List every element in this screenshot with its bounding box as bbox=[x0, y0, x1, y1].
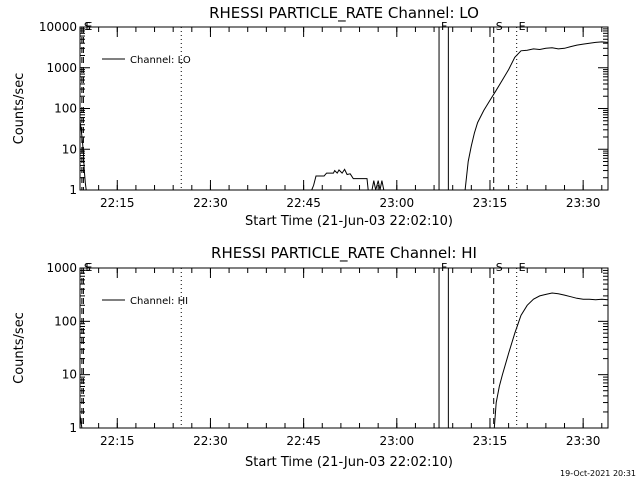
x-tick-label: 23:15 bbox=[473, 196, 508, 210]
event-marker-label: E bbox=[519, 261, 526, 274]
x-tick-label: 22:30 bbox=[193, 434, 228, 448]
series-line-lo-2 bbox=[371, 180, 385, 190]
chart-panel-hi: RHESSI PARTICLE_RATE Channel: HI 1 10 100 10… bbox=[12, 244, 609, 470]
plot-frame-lo bbox=[79, 26, 609, 191]
series-line-lo-3 bbox=[464, 41, 608, 190]
legend-label-hi: Channel: HI bbox=[130, 296, 188, 307]
x-tick-label: 22:30 bbox=[193, 196, 228, 210]
y-tick-label: 1000 bbox=[46, 61, 77, 75]
series-line-hi-1 bbox=[493, 292, 608, 428]
x-tick-label: 22:45 bbox=[286, 434, 321, 448]
legend-label-lo: Channel: LO bbox=[130, 55, 191, 66]
event-marker-label: S bbox=[496, 20, 503, 33]
x-tick-label: 23:15 bbox=[473, 434, 508, 448]
x-axis-label-lo: Start Time (21-Jun-03 22:02:10) bbox=[245, 214, 453, 229]
chart-title-lo: RHESSI PARTICLE_RATE Channel: LO bbox=[209, 4, 479, 23]
series-line-lo-0 bbox=[80, 120, 87, 190]
event-marker-label: E bbox=[85, 20, 92, 33]
event-marker-label: E bbox=[85, 261, 92, 274]
footer-timestamp: 19-Oct-2021 20:31 bbox=[560, 469, 636, 478]
y-tick-label: 1 bbox=[69, 421, 77, 435]
y-tick-label: 10 bbox=[62, 142, 77, 156]
x-tick-label: 22:45 bbox=[286, 196, 321, 210]
plot-frame-hi bbox=[79, 267, 609, 429]
series-line-hi-0 bbox=[80, 414, 83, 428]
x-tick-label: 22:15 bbox=[100, 196, 135, 210]
series-line-lo-1 bbox=[311, 168, 369, 190]
event-marker-label: F bbox=[441, 261, 447, 274]
x-tick-label: 23:00 bbox=[380, 434, 415, 448]
y-tick-label: 100 bbox=[54, 314, 77, 328]
chart-title-hi: RHESSI PARTICLE_RATE Channel: HI bbox=[211, 244, 477, 263]
event-marker-label: F bbox=[441, 20, 447, 33]
y-tick-label: 1 bbox=[69, 183, 77, 197]
x-tick-label: 22:15 bbox=[100, 434, 135, 448]
chart-panel-lo: RHESSI PARTICLE_RATE Channel: LO 1 10 100 10… bbox=[12, 4, 609, 229]
y-tick-label: 1000 bbox=[46, 261, 77, 275]
y-axis-label-lo: Counts/sec bbox=[12, 73, 27, 145]
event-marker-label: E bbox=[519, 20, 526, 33]
x-axis-label-hi: Start Time (21-Jun-03 22:02:10) bbox=[245, 455, 453, 470]
y-axis-label-hi: Counts/sec bbox=[12, 312, 27, 384]
x-tick-label: 23:00 bbox=[380, 196, 415, 210]
x-tick-label: 23:30 bbox=[566, 196, 601, 210]
event-marker-label: S bbox=[496, 261, 503, 274]
y-tick-label: 10000 bbox=[39, 20, 77, 34]
y-tick-label: 10 bbox=[62, 368, 77, 382]
x-tick-label: 23:30 bbox=[566, 434, 601, 448]
event-marker-label: S bbox=[84, 261, 91, 274]
y-tick-label: 100 bbox=[54, 102, 77, 116]
event-marker-label: S bbox=[84, 20, 91, 33]
